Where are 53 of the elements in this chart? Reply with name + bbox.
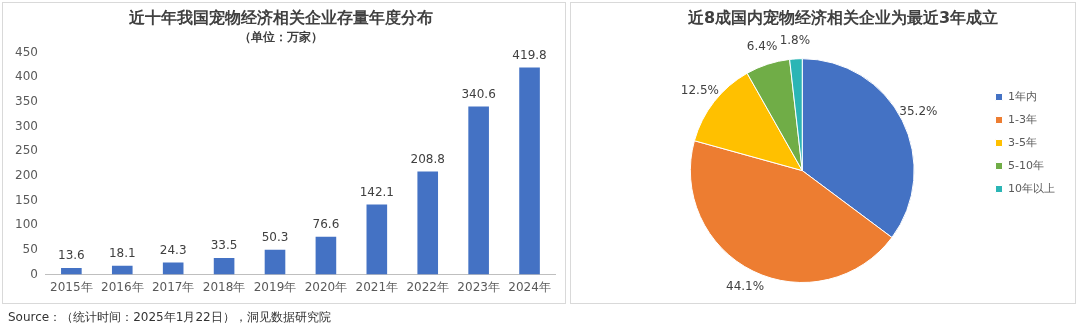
bar [417, 171, 439, 275]
data-label: 340.6 [461, 86, 496, 101]
bar [468, 106, 489, 275]
chart-title: 近8成国内宠物经济相关企业为最近3年成立 [686, 7, 999, 27]
bar [111, 265, 133, 275]
y-tick-label: 50 [22, 242, 38, 257]
source-note: Source：（统计时间：2025年1月22日），洞见数据研究院 [8, 309, 331, 326]
y-tick-label: 200 [15, 168, 38, 183]
bar [264, 249, 286, 275]
data-label: 50.3 [261, 229, 289, 244]
x-tick-label: 2021年 [355, 279, 399, 294]
data-label: 12.5% [680, 82, 719, 97]
y-tick-label: 450 [15, 44, 38, 59]
chart-title: 近十年我国宠物经济相关企业存量年度分布 [128, 7, 433, 27]
bar [213, 258, 235, 275]
y-tick-label: 100 [15, 217, 38, 232]
legend-label: 10年以上 [1008, 181, 1055, 195]
y-tick-label: 300 [15, 118, 38, 133]
legend-label: 1-3年 [1008, 112, 1037, 126]
y-tick-label: 0 [30, 266, 38, 281]
data-label: 35.2% [899, 104, 938, 119]
data-label: 44.1% [726, 279, 765, 294]
x-tick-label: 2015年 [50, 279, 93, 294]
chart-subtitle: （单位：万家） [239, 29, 323, 44]
bar [315, 236, 337, 275]
data-label: 24.3 [159, 242, 187, 257]
x-tick-label: 2023年 [457, 279, 500, 294]
data-label: 33.5 [210, 238, 238, 253]
bar [519, 67, 540, 275]
data-label: 1.8% [779, 33, 811, 48]
bar [61, 267, 82, 275]
legend-label: 5-10年 [1008, 158, 1044, 172]
x-tick-label: 2019年 [253, 279, 297, 294]
x-tick-label: 2018年 [202, 279, 246, 294]
y-tick-label: 350 [15, 94, 38, 109]
data-label: 18.1 [108, 245, 136, 260]
data-label: 6.4% [746, 39, 778, 54]
y-tick-label: 250 [15, 143, 38, 158]
data-label: 419.8 [512, 47, 547, 62]
data-label: 76.6 [312, 216, 340, 231]
x-tick-label: 2020年 [304, 279, 348, 294]
bar [366, 204, 388, 275]
data-label: 208.8 [410, 151, 445, 166]
x-tick-label: 2016年 [101, 279, 144, 294]
data-label: 142.1 [359, 184, 394, 199]
legend-label: 3-5年 [1008, 135, 1037, 149]
x-tick-label: 2024年 [508, 279, 551, 294]
data-label: 13.6 [58, 248, 85, 263]
x-tick-label: 2017年 [151, 279, 195, 294]
y-tick-label: 400 [15, 69, 38, 84]
legend-label: 1年内 [1008, 89, 1037, 103]
y-tick-label: 150 [15, 192, 38, 207]
x-tick-label: 2022年 [406, 279, 449, 294]
